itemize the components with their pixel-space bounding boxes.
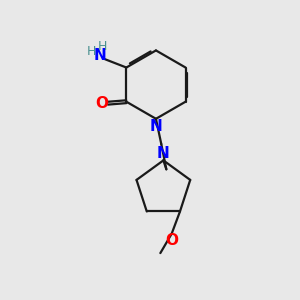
Text: H: H <box>87 45 96 58</box>
Text: O: O <box>165 233 178 248</box>
Text: N: N <box>157 146 170 161</box>
Text: N: N <box>93 48 106 63</box>
Text: O: O <box>95 96 108 111</box>
Text: H: H <box>98 40 107 52</box>
Text: N: N <box>150 119 162 134</box>
